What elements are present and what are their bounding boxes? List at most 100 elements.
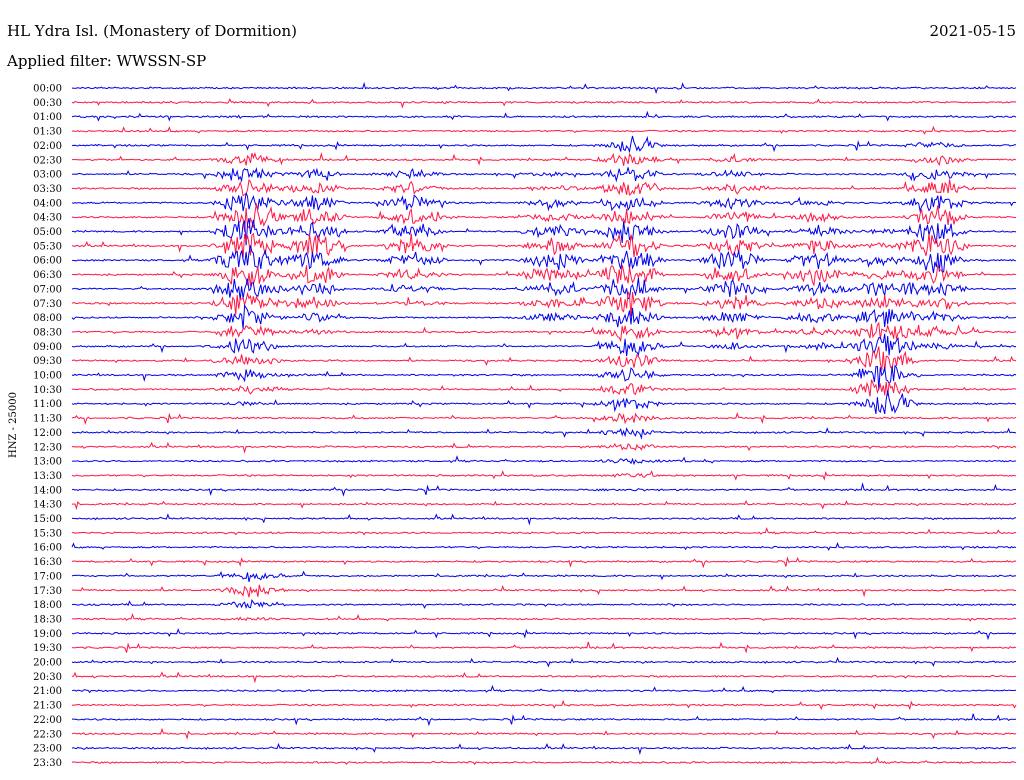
time-tick-label: 17:30 [33, 586, 62, 597]
trace-line-1230 [71, 441, 1017, 454]
trace-line-2000 [71, 656, 1017, 668]
trace-line-1330 [71, 470, 1017, 481]
time-tick-label: 16:30 [33, 557, 62, 568]
time-tick-label: 23:30 [33, 758, 62, 769]
trace-line-0300 [71, 166, 1017, 183]
time-tick-label: 00:30 [33, 98, 62, 109]
trace-line-0630 [71, 264, 1017, 287]
trace-line-1400 [71, 482, 1017, 497]
time-tick-label: 09:30 [33, 356, 62, 367]
trace-line-0000 [71, 81, 1017, 95]
time-tick-label: 07:30 [33, 299, 62, 310]
time-tick-label: 11:00 [33, 399, 62, 410]
time-tick-label: 18:00 [33, 600, 62, 611]
time-tick-group: 00:00 00:30 01:00 01:30 02:00 02:30 03:00 03:30… [33, 84, 62, 769]
time-tick-label: 22:00 [33, 715, 62, 726]
trace-line-1130 [71, 412, 1017, 425]
trace-line-0100 [71, 110, 1017, 122]
time-tick-label: 04:00 [33, 198, 62, 209]
time-tick-label: 08:30 [33, 327, 62, 338]
time-tick-label: 12:00 [33, 428, 62, 439]
date-label: 2021-05-15 [930, 22, 1016, 40]
trace-line-0600 [71, 245, 1017, 274]
time-tick-label: 04:30 [33, 213, 62, 224]
time-tick-label: 23:00 [33, 744, 62, 755]
trace-line-0430 [71, 203, 1017, 232]
time-tick-label: 01:00 [33, 112, 62, 123]
time-tick-label: 14:00 [33, 485, 62, 496]
trace-line-0900 [71, 333, 1017, 357]
time-tick-label: 16:00 [33, 543, 62, 554]
time-tick-label: 10:30 [33, 385, 62, 396]
time-tick-label: 15:30 [33, 528, 62, 539]
trace-line-0800 [71, 303, 1017, 329]
time-tick-label: 07:00 [33, 284, 62, 295]
time-tick-label: 08:00 [33, 313, 62, 324]
trace-line-1500 [71, 513, 1017, 526]
trace-line-0500 [71, 217, 1016, 246]
trace-line-0930 [71, 346, 1017, 372]
time-tick-label: 06:30 [33, 270, 62, 281]
time-tick-label: 20:00 [33, 658, 62, 669]
time-tick-label: 02:00 [33, 141, 62, 152]
time-tick-label: 15:00 [33, 514, 62, 525]
time-tick-label: 05:00 [33, 227, 62, 238]
time-tick-label: 19:30 [33, 643, 62, 654]
filter-label: Applied filter: WWSSN-SP [6, 52, 206, 70]
trace-line-1900 [71, 628, 1017, 641]
time-tick-label: 12:30 [33, 442, 62, 453]
time-tick-label: 05:30 [33, 241, 62, 252]
trace-group [71, 81, 1017, 766]
station-title: HL Ydra Isl. (Monastery of Dormition) [7, 22, 297, 40]
trace-line-1930 [71, 641, 1017, 654]
trace-line-1100 [71, 390, 1017, 415]
trace-line-1730 [71, 584, 1017, 598]
trace-line-1430 [72, 500, 1017, 511]
trace-line-2100 [71, 684, 1017, 694]
trace-line-1600 [71, 541, 1017, 551]
trace-line-2030 [71, 671, 1017, 684]
time-tick-label: 13:00 [33, 457, 62, 468]
trace-line-0230 [71, 151, 1017, 167]
trace-line-0530 [71, 232, 1017, 258]
trace-line-1530 [71, 527, 1017, 536]
time-tick-label: 06:00 [33, 256, 62, 267]
trace-line-1630 [71, 556, 1017, 569]
time-tick-label: 14:30 [33, 500, 62, 511]
trace-line-1000 [71, 364, 1017, 390]
time-tick-label: 13:30 [33, 471, 62, 482]
time-tick-label: 17:00 [33, 571, 62, 582]
trace-line-0400 [71, 192, 1017, 213]
time-tick-label: 10:00 [33, 371, 62, 382]
time-tick-label: 20:30 [33, 672, 62, 683]
trace-line-0200 [71, 135, 1017, 154]
time-tick-label: 09:00 [33, 342, 62, 353]
trace-line-0700 [71, 277, 1016, 301]
trace-line-2130 [71, 699, 1017, 711]
trace-line-1200 [72, 427, 1017, 440]
trace-line-2300 [71, 742, 1017, 756]
trace-line-1300 [72, 455, 1016, 466]
trace-line-2230 [71, 727, 1017, 740]
time-tick-label: 22:30 [33, 729, 62, 740]
time-tick-label: 01:30 [33, 127, 62, 138]
trace-line-0830 [71, 321, 1017, 343]
trace-line-2200 [71, 713, 1017, 727]
trace-line-0730 [71, 291, 1017, 317]
time-tick-label: 03:30 [33, 184, 62, 195]
trace-line-2330 [71, 756, 1017, 766]
trace-line-1030 [71, 379, 1017, 397]
trace-line-0030 [71, 98, 1017, 109]
trace-line-0130 [71, 125, 1017, 135]
time-tick-label: 00:00 [33, 84, 62, 95]
trace-line-0330 [72, 179, 1017, 197]
trace-line-1800 [71, 598, 1017, 610]
time-tick-label: 02:30 [33, 155, 62, 166]
time-tick-label: 18:30 [33, 614, 62, 625]
trace-line-1830 [72, 613, 1017, 622]
time-tick-label: 21:00 [33, 686, 62, 697]
y-axis-label: HNZ - 25000 [8, 392, 19, 458]
trace-line-1700 [71, 570, 1017, 583]
time-tick-label: 11:30 [33, 414, 62, 425]
